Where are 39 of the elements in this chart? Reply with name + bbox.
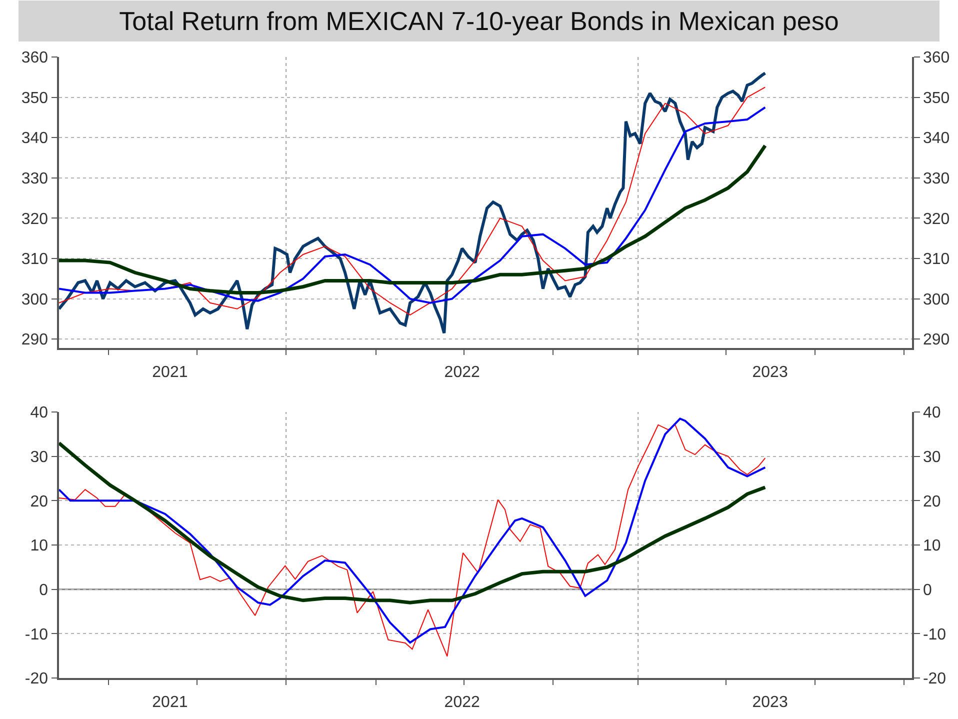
x-tick-label: 2021: [152, 694, 188, 711]
y2-tick-label: 350: [922, 90, 950, 107]
y-tick-label: 290: [21, 332, 48, 349]
y2-tick-label: 300: [922, 291, 950, 308]
y-tick-label: 30: [30, 448, 48, 466]
y2-tick-label: 0: [922, 582, 932, 599]
y2-tick-label: 10: [922, 538, 941, 555]
y2-tick-label: 330: [922, 170, 950, 188]
y-tick-label: 330: [21, 170, 48, 188]
line-series: [59, 144, 767, 295]
y-tick-label: 320: [21, 210, 48, 228]
x-tick-label: 2021: [152, 364, 188, 381]
x-tick-label: 2022: [444, 364, 480, 381]
x-tick-label: 2023: [752, 364, 788, 381]
y2-tick-label: 360: [922, 50, 950, 67]
y-tick-label: 40: [30, 404, 48, 422]
y2-tick-label: 340: [922, 130, 950, 148]
y-tick-label: 20: [30, 493, 48, 510]
y-tick-label: 360: [21, 50, 48, 67]
chart-title: Total Return from MEXICAN 7-10-year Bonds in Mexican peso: [119, 6, 839, 36]
x-tick-label: 2023: [752, 694, 788, 711]
y2-tick-label: 30: [922, 448, 941, 466]
y-tick-label: 300: [21, 291, 48, 308]
y-tick-label: 340: [21, 130, 48, 148]
y-tick-label: 350: [21, 90, 48, 107]
y-tick-label: 310: [21, 251, 48, 268]
y2-tick-label: 310: [922, 251, 950, 268]
y2-tick-label: -20: [922, 670, 946, 688]
y2-tick-label: -10: [922, 626, 946, 644]
y2-tick-label: 40: [922, 404, 941, 422]
y-tick-label: -10: [24, 626, 48, 644]
y-tick-label: 0: [39, 582, 48, 599]
y2-tick-label: 20: [922, 493, 941, 510]
y2-tick-label: 290: [922, 332, 950, 349]
y-tick-label: -20: [24, 670, 48, 688]
y-tick-label: 10: [30, 538, 48, 555]
y2-tick-label: 320: [922, 210, 950, 228]
line-series: [59, 441, 767, 604]
x-tick-label: 2022: [444, 694, 480, 711]
